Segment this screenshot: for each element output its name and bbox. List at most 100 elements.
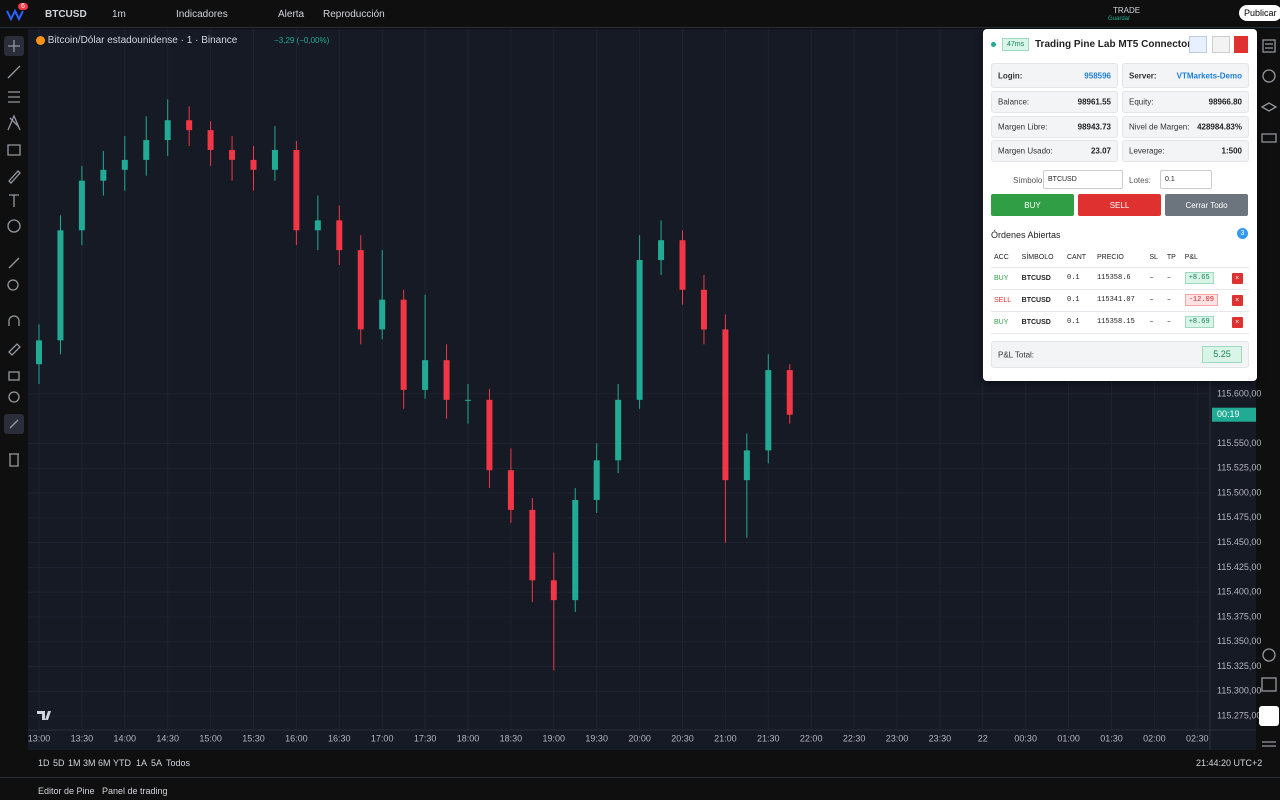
pnl: -12.09	[1184, 294, 1218, 306]
close-order-button[interactable]: ×	[1231, 316, 1243, 328]
order-row: BUY BTCUSD 0.1 115358.15– – +8.69 ×	[991, 311, 1249, 334]
replay-button[interactable]: Reproducción	[323, 9, 385, 20]
candle-body	[443, 360, 450, 400]
x-tick-label: 19:00	[543, 733, 566, 743]
order-cell: SELL	[991, 289, 1019, 312]
candle-body	[465, 399, 471, 401]
icon-button[interactable]	[1189, 36, 1207, 53]
close-order-button[interactable]: ×	[1231, 272, 1243, 284]
bottom-bar: 1D 5D 1M 3M 6M YTD 1A 5A Todos	[28, 750, 1256, 775]
close-order: ×	[1228, 311, 1249, 334]
x-tick-label: 17:30	[414, 733, 437, 743]
x-tick-label: 21:00	[714, 733, 737, 743]
order-cell: 115358.15	[1093, 311, 1147, 334]
indicators-button[interactable]: Indicadores	[176, 9, 228, 20]
x-tick-label: 13:00	[28, 733, 51, 743]
y-tick-label: 115.450,00	[1217, 537, 1261, 547]
close-order-button[interactable]: ×	[1231, 294, 1243, 306]
order-cell: –	[1163, 311, 1182, 334]
pnl: +8.69	[1184, 316, 1214, 328]
tab[interactable]: Editor de Pine	[38, 786, 95, 796]
order-cell: +8.65	[1181, 267, 1229, 290]
range-button[interactable]: Todos	[166, 758, 191, 768]
x-tick-label: 22:00	[800, 733, 823, 743]
stat: Margen Usado: 23.07	[991, 140, 1118, 162]
tv-logo	[37, 711, 51, 720]
candle-body	[379, 299, 386, 330]
stat: Equity: 98966.80	[1122, 91, 1249, 113]
candle-body	[143, 140, 150, 160]
value: 98943.73	[1077, 122, 1111, 132]
x-tick-label: 01:30	[1100, 733, 1123, 743]
interval-button[interactable]: 1m	[112, 9, 126, 20]
range-button[interactable]: 1A	[136, 758, 148, 768]
x-tick-label: 23:30	[929, 733, 952, 743]
lots-label: Lotes:	[1129, 176, 1151, 185]
x-tick-label: 18:00	[457, 733, 480, 743]
trade-button[interactable]: TRADE	[1113, 6, 1141, 15]
value: 23.07	[1090, 146, 1111, 156]
close-order: ×	[1228, 267, 1249, 290]
login-box: Login: 958596	[991, 63, 1118, 88]
minimize-button[interactable]	[1234, 36, 1248, 53]
orders-title: Órdenes Abiertas	[991, 230, 1061, 240]
range-button[interactable]: 3M	[83, 758, 96, 768]
col: PRECIO	[1093, 248, 1147, 268]
label: Balance:	[998, 97, 1030, 107]
candle-body	[271, 149, 278, 170]
candle-body	[572, 499, 579, 601]
x-tick-label: 20:00	[628, 733, 651, 743]
order-cell: BUY	[991, 267, 1019, 290]
range-button[interactable]: 5D	[53, 758, 65, 768]
symbol-input[interactable]: BTCUSD	[1043, 170, 1123, 189]
candle-body	[229, 149, 236, 160]
symbol-label: Símbolo:	[1013, 176, 1045, 185]
publish-button[interactable]: Publicar	[1239, 5, 1280, 21]
latency: 47ms	[1002, 38, 1030, 51]
order-cell: BTCUSD	[1018, 289, 1064, 312]
range-button[interactable]: 1M	[68, 758, 81, 768]
x-tick-label: 20:30	[671, 733, 694, 743]
range-button[interactable]: 6M	[98, 758, 111, 768]
range-button[interactable]: YTD	[113, 758, 131, 768]
candle-body	[722, 329, 729, 481]
sell-button[interactable]: SELL	[1078, 194, 1161, 216]
alert-button[interactable]: Alerta	[278, 9, 305, 20]
col: P&L	[1181, 248, 1229, 268]
notification-badge[interactable]: 6	[18, 3, 28, 10]
range-button[interactable]: 1D	[38, 758, 50, 768]
symbol-button[interactable]: BTCUSD	[45, 9, 87, 20]
col: ACC	[991, 248, 1019, 268]
candle-body	[78, 180, 85, 231]
x-tick-label: 16:30	[328, 733, 351, 743]
candle-body	[786, 370, 793, 415]
tab[interactable]: Panel de trading	[102, 786, 168, 796]
save-button[interactable]: Guardar	[1108, 16, 1131, 22]
orders-table: ACC SÍMBOLO CANT PRECIO SL TP P&L BUY BTCUSD 0.1…	[991, 248, 1249, 334]
candle-body	[36, 340, 42, 365]
candle-body	[507, 470, 514, 510]
label: Login:	[998, 71, 1023, 80]
order-cell: –	[1163, 289, 1182, 312]
value: 958596	[1084, 71, 1111, 80]
x-tick-label: 17:00	[371, 733, 394, 743]
close-all-button[interactable]: Cerrar Todo	[1165, 194, 1248, 216]
candle-body	[186, 120, 193, 131]
coin-icon	[36, 35, 45, 45]
label: Server:	[1129, 71, 1157, 80]
y-tick-label: 115.325,00	[1217, 661, 1261, 671]
y-tick-label: 115.300,00	[1217, 686, 1261, 696]
status-dot	[991, 42, 996, 47]
candle-body	[700, 289, 707, 330]
y-tick-label: 115.400,00	[1217, 587, 1261, 597]
order-row: BUY BTCUSD 0.1 115358.6– – +8.65 ×	[991, 267, 1249, 290]
candle-body	[336, 220, 343, 251]
icon-button[interactable]	[1212, 36, 1230, 53]
lots-input[interactable]: 0.1	[1160, 170, 1212, 189]
label: Equity:	[1129, 97, 1154, 107]
buy-button[interactable]: BUY	[991, 194, 1074, 216]
range-button[interactable]: 5A	[151, 758, 163, 768]
candle-body	[57, 230, 64, 341]
x-tick-label: 02:00	[1143, 733, 1166, 743]
